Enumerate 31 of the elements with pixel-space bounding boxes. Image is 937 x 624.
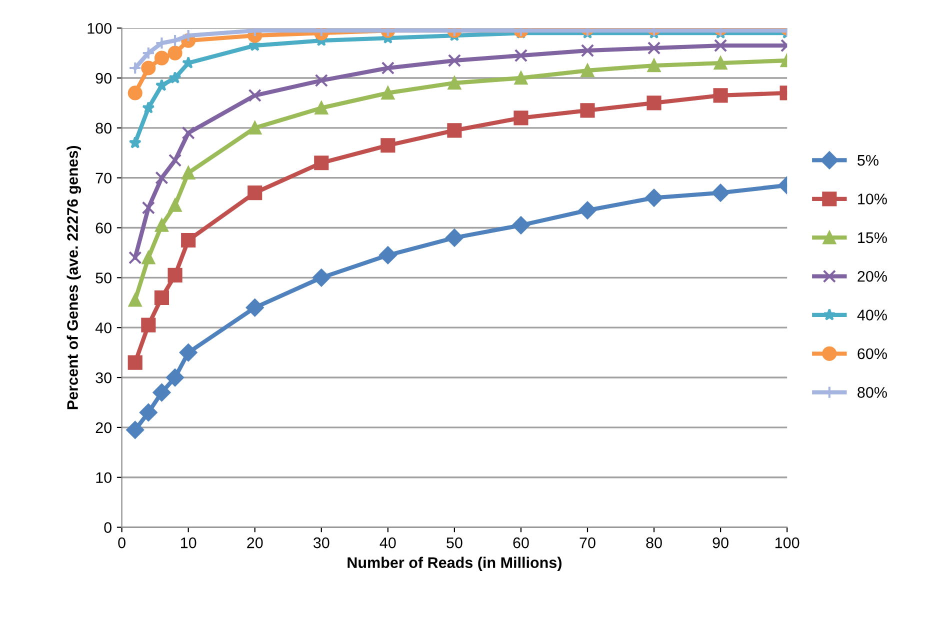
x-tick-label: 20 (247, 537, 263, 548)
legend-label: 60% (858, 348, 887, 360)
legend-label: 5% (858, 154, 878, 166)
x-tick-label: 50 (446, 537, 462, 548)
y-axis-title: Percent of Genes (ave. 22276 genes) (66, 146, 82, 410)
y-tick-label: 10 (96, 472, 112, 484)
legend-label: 80% (858, 387, 887, 398)
x-tick-label: 0 (118, 537, 126, 548)
x-axis-title: Number of Reads (in Millions) (348, 556, 562, 572)
y-tick-label: 0 (104, 522, 112, 533)
legend-label: 10% (858, 194, 887, 204)
y-tick-label: 60 (96, 222, 112, 234)
x-tick-label: 90 (712, 537, 728, 548)
x-tick-label: 30 (313, 537, 330, 548)
y-tick-label: 40 (95, 322, 112, 334)
legend-label: 40% (857, 310, 887, 320)
y-tick-label: 90 (96, 72, 112, 84)
x-tick-label: 80 (646, 537, 662, 548)
legend-label: 15% (858, 232, 887, 244)
x-tick-label: 60 (513, 537, 529, 548)
y-tick-label: 80 (96, 122, 112, 134)
x-tick-label: 40 (380, 537, 396, 548)
y-tick-label: 20 (96, 422, 112, 434)
legend-label: 20% (858, 270, 887, 282)
x-tick-label: 70 (580, 537, 596, 548)
y-tick-label: 100 (88, 22, 112, 34)
y-tick-label: 30 (96, 372, 112, 384)
y-tick-label: 70 (96, 172, 112, 184)
x-tick-label: 100 (776, 537, 800, 548)
x-tick-label: 10 (181, 537, 196, 548)
y-tick-label: 50 (96, 272, 112, 284)
